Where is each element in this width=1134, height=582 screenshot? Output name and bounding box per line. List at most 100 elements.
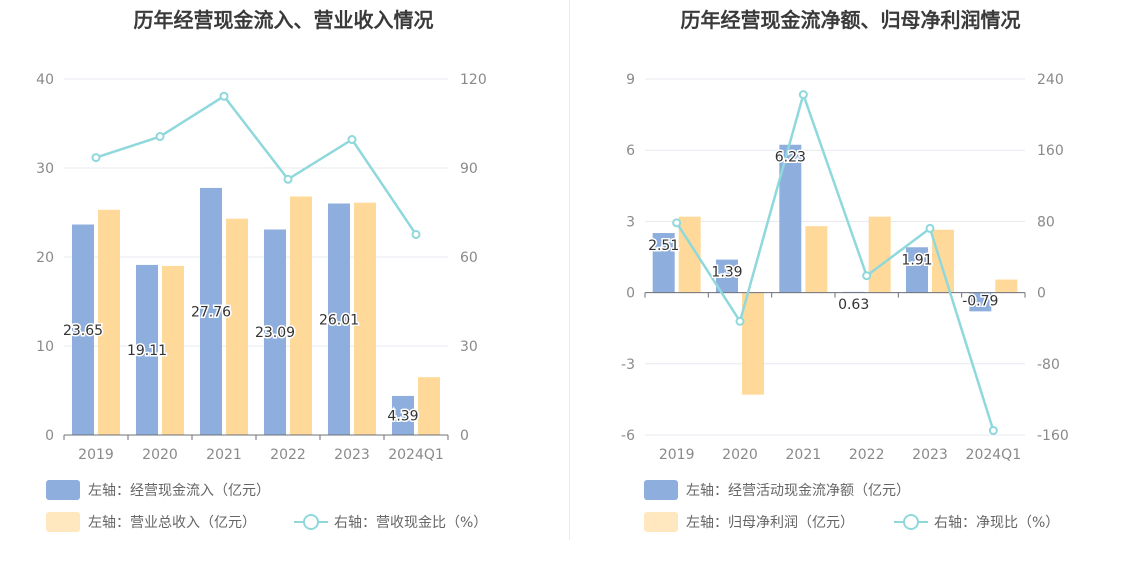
data-label: 27.76 (191, 304, 231, 320)
right-tick-label: 80 (1037, 214, 1055, 230)
legend-label: 左轴：经营现金流入（亿元） (88, 483, 270, 499)
bar (72, 224, 94, 435)
x-tick-label: 2024Q1 (966, 447, 1022, 463)
left-tick-label: -6 (621, 428, 635, 444)
bar (995, 279, 1018, 293)
line-point (798, 90, 808, 100)
chart-right: 历年经营现金流净额、归母净利润情况 -6 -3 0 3 6 9 -160 -80 0 80 160 2… (567, 0, 1134, 582)
line-point (862, 271, 872, 281)
right-tick-label: 0 (1037, 286, 1046, 302)
bar (716, 259, 738, 293)
right-tick-label: 60 (460, 250, 478, 266)
right-tick-label: 160 (1037, 143, 1064, 159)
left-tick-label: 3 (626, 214, 635, 230)
line-point (91, 153, 101, 163)
line-point (735, 316, 745, 326)
bar (392, 395, 414, 435)
right-tick-label: 240 (1037, 72, 1064, 88)
bar (742, 292, 764, 395)
left-tick-label: 0 (626, 286, 635, 302)
chart-plot: 0 10 20 30 40 0 30 60 90 120 2019 2020 2021 2022 2023 2… (36, 72, 487, 463)
left-tick-label: 6 (626, 143, 635, 159)
legend-swatch (644, 480, 678, 500)
legend-label: 左轴：营业总收入（亿元） (88, 515, 256, 531)
series-line (675, 90, 995, 431)
bar (290, 196, 312, 435)
left-tick-label: -3 (621, 357, 635, 373)
legend-line-swatch (894, 512, 928, 532)
legend-item[interactable]: 左轴：经营现金流入（亿元） (46, 480, 270, 500)
bar (264, 229, 286, 435)
left-tick-label: 0 (45, 428, 54, 444)
panel-divider (569, 0, 570, 540)
chart-left: 历年经营现金流入、营业收入情况 0 10 20 30 40 0 30 60 90 120 2019 2… (36, 8, 487, 532)
right-tick-label: 30 (460, 339, 478, 355)
right-tick-label: -80 (1037, 357, 1060, 373)
legend-label: 右轴：净现比（%） (934, 515, 1060, 531)
bar (328, 203, 350, 435)
bar (652, 233, 675, 293)
data-label: -0.79 (962, 294, 998, 310)
legend-label: 左轴：归母净利润（亿元） (686, 515, 854, 531)
chart-title: 历年经营现金流入、营业收入情况 (133, 8, 434, 32)
x-tick-label: 2024Q1 (388, 447, 444, 463)
bar (805, 226, 828, 293)
chart-plot: -6 -3 0 3 6 9 -160 -80 0 80 160 240 2019 2020 2021 2022… (621, 72, 1069, 463)
bar (868, 216, 891, 293)
legend-swatch (46, 512, 80, 532)
line-point (347, 135, 357, 145)
left-tick-label: 40 (36, 72, 54, 88)
bar (136, 264, 158, 435)
bar (969, 292, 992, 312)
legend-item[interactable]: 右轴：净现比（%） (894, 512, 1059, 532)
x-tick-label: 2020 (142, 447, 178, 463)
data-label: 6.23 (775, 150, 806, 166)
legend-item[interactable]: 右轴：营收现金比（%） (294, 512, 487, 532)
line-point (283, 174, 293, 184)
bar (200, 187, 222, 435)
legend-swatch (644, 512, 678, 532)
data-label: 1.39 (711, 265, 742, 281)
x-tick-label: 2020 (722, 447, 758, 463)
chart-title: 历年经营现金流净额、归母净利润情况 (680, 8, 1021, 32)
left-tick-label: 10 (36, 339, 54, 355)
data-label: 2.51 (648, 238, 679, 254)
bar (906, 247, 928, 293)
line-point (925, 223, 935, 233)
bar (779, 144, 802, 293)
data-label: 1.91 (901, 252, 932, 268)
bar (418, 377, 440, 435)
legend-label: 右轴：营收现金比（%） (334, 515, 488, 531)
data-label: 4.39 (387, 408, 418, 424)
legend-item[interactable]: 左轴：归母净利润（亿元） (644, 512, 854, 532)
x-tick-label: 2023 (912, 447, 948, 463)
right-tick-label: 90 (460, 161, 478, 177)
right-tick-label: -160 (1037, 428, 1069, 444)
legend-swatch (46, 480, 80, 500)
left-tick-label: 30 (36, 161, 54, 177)
x-tick-label: 2022 (270, 447, 306, 463)
x-tick-label: 2019 (659, 447, 695, 463)
bar (226, 218, 248, 435)
bar (932, 229, 954, 293)
data-label: 23.09 (255, 325, 295, 341)
legend-label: 左轴：经营活动现金流净额（亿元） (686, 483, 910, 499)
line-point (411, 229, 421, 239)
bar (162, 265, 184, 435)
right-tick-label: 0 (460, 428, 469, 444)
legend-line-swatch (294, 512, 328, 532)
data-label: 19.11 (127, 343, 167, 359)
x-tick-label: 2023 (334, 447, 370, 463)
line-point (672, 218, 682, 228)
legend-item[interactable]: 左轴：经营活动现金流净额（亿元） (644, 480, 910, 500)
line-point (219, 91, 229, 101)
right-tick-label: 120 (460, 72, 487, 88)
line-point (988, 426, 998, 436)
x-tick-label: 2022 (849, 447, 885, 463)
data-label: 0.63 (838, 297, 869, 313)
legend-item[interactable]: 左轴：营业总收入（亿元） (46, 512, 256, 532)
series-line (95, 94, 418, 236)
x-tick-label: 2021 (206, 447, 242, 463)
data-label: 26.01 (319, 312, 359, 328)
left-tick-label: 20 (36, 250, 54, 266)
